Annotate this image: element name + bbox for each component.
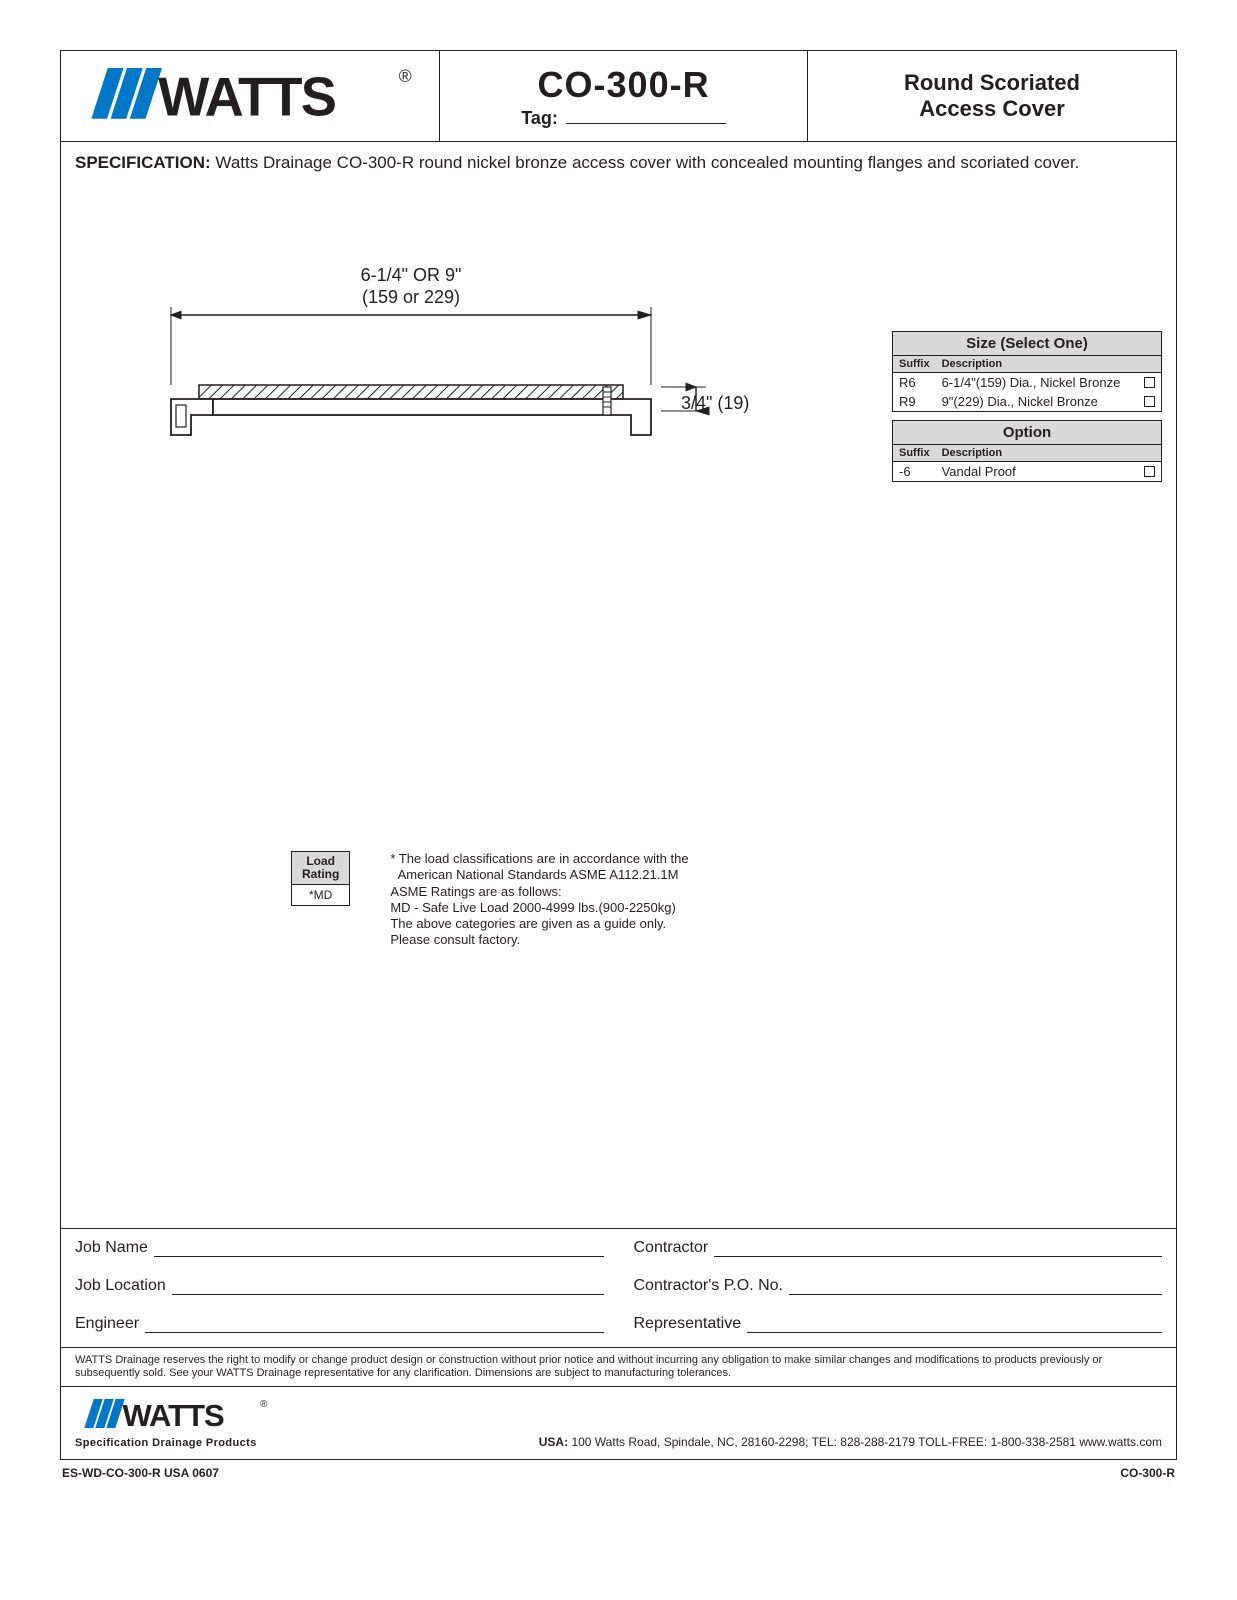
spec-text: Watts Drainage CO-300-R round nickel bro…	[215, 153, 1079, 172]
specification-block: SPECIFICATION: Watts Drainage CO-300-R r…	[61, 142, 1176, 175]
footer-row: WATTS ® Specification Drainage Products …	[61, 1386, 1176, 1459]
job-input-line[interactable]	[172, 1294, 604, 1295]
job-field: Contractor's P.O. No.	[634, 1277, 1163, 1295]
job-input-line[interactable]	[747, 1332, 1162, 1333]
tag-input-line[interactable]	[566, 123, 726, 124]
job-input-line[interactable]	[789, 1294, 1162, 1295]
disclaimer: WATTS Drainage reserves the right to mod…	[61, 1347, 1176, 1386]
svg-text:®: ®	[399, 66, 412, 86]
below-border-line: ES-WD-CO-300-R USA 0607 CO-300-R	[60, 1460, 1177, 1480]
job-field: Representative	[634, 1315, 1163, 1333]
logo-cell: WATTS ®	[61, 51, 440, 141]
watts-logo: WATTS ®	[75, 61, 425, 131]
svg-text:®: ®	[260, 1399, 268, 1410]
doc-id-left: ES-WD-CO-300-R USA 0607	[62, 1466, 219, 1480]
lr-value: *MD	[292, 885, 350, 906]
job-col-right: Contractor Contractor's P.O. No. Represe…	[634, 1239, 1163, 1333]
job-input-line[interactable]	[154, 1256, 604, 1257]
model-number: CO-300-R	[538, 64, 710, 106]
footer-address: USA: 100 Watts Road, Spindale, NC, 28160…	[539, 1435, 1162, 1449]
job-input-line[interactable]	[714, 1256, 1162, 1257]
job-block: Job Name Job Location Engineer Contracto…	[61, 1228, 1176, 1459]
job-field: Contractor	[634, 1239, 1163, 1257]
job-grid: Job Name Job Location Engineer Contracto…	[61, 1228, 1176, 1347]
lr-header: Load Rating	[292, 852, 350, 885]
title-cell: Round Scoriated Access Cover	[808, 51, 1176, 141]
load-notes: * The load classifications are in accord…	[390, 851, 688, 949]
load-rating-table: Load Rating *MD	[291, 851, 350, 906]
tagline: Specification Drainage Products	[75, 1437, 275, 1449]
load-rating-zone: Load Rating *MD * The load classificatio…	[291, 851, 689, 949]
job-input-line[interactable]	[145, 1332, 603, 1333]
product-title: Round Scoriated Access Cover	[904, 70, 1080, 123]
svg-text:WATTS: WATTS	[158, 67, 336, 127]
cross-section-diagram	[131, 295, 731, 465]
spec-label: SPECIFICATION:	[75, 153, 211, 172]
product-title-line2: Access Cover	[919, 96, 1065, 121]
job-col-left: Job Name Job Location Engineer	[75, 1239, 604, 1333]
tag-row: Tag:	[521, 108, 726, 129]
header-row: WATTS ® CO-300-R Tag: Round Scoriated Ac…	[61, 51, 1176, 142]
svg-text:WATTS: WATTS	[123, 1398, 225, 1433]
tag-label: Tag:	[521, 108, 558, 129]
page-border: WATTS ® CO-300-R Tag: Round Scoriated Ac…	[60, 50, 1177, 1460]
watts-logo-footer: WATTS ®	[75, 1393, 275, 1437]
job-field: Job Location	[75, 1277, 604, 1295]
doc-id-right: CO-300-R	[1120, 1466, 1175, 1480]
product-title-line1: Round Scoriated	[904, 70, 1080, 95]
job-field: Job Name	[75, 1239, 604, 1257]
drawing-zone: 6-1/4" OR 9" (159 or 229) 3/4" (19)	[61, 295, 1176, 605]
model-cell: CO-300-R Tag:	[440, 51, 808, 141]
footer-logo-wrap: WATTS ® Specification Drainage Products	[75, 1393, 275, 1449]
job-field: Engineer	[75, 1315, 604, 1333]
